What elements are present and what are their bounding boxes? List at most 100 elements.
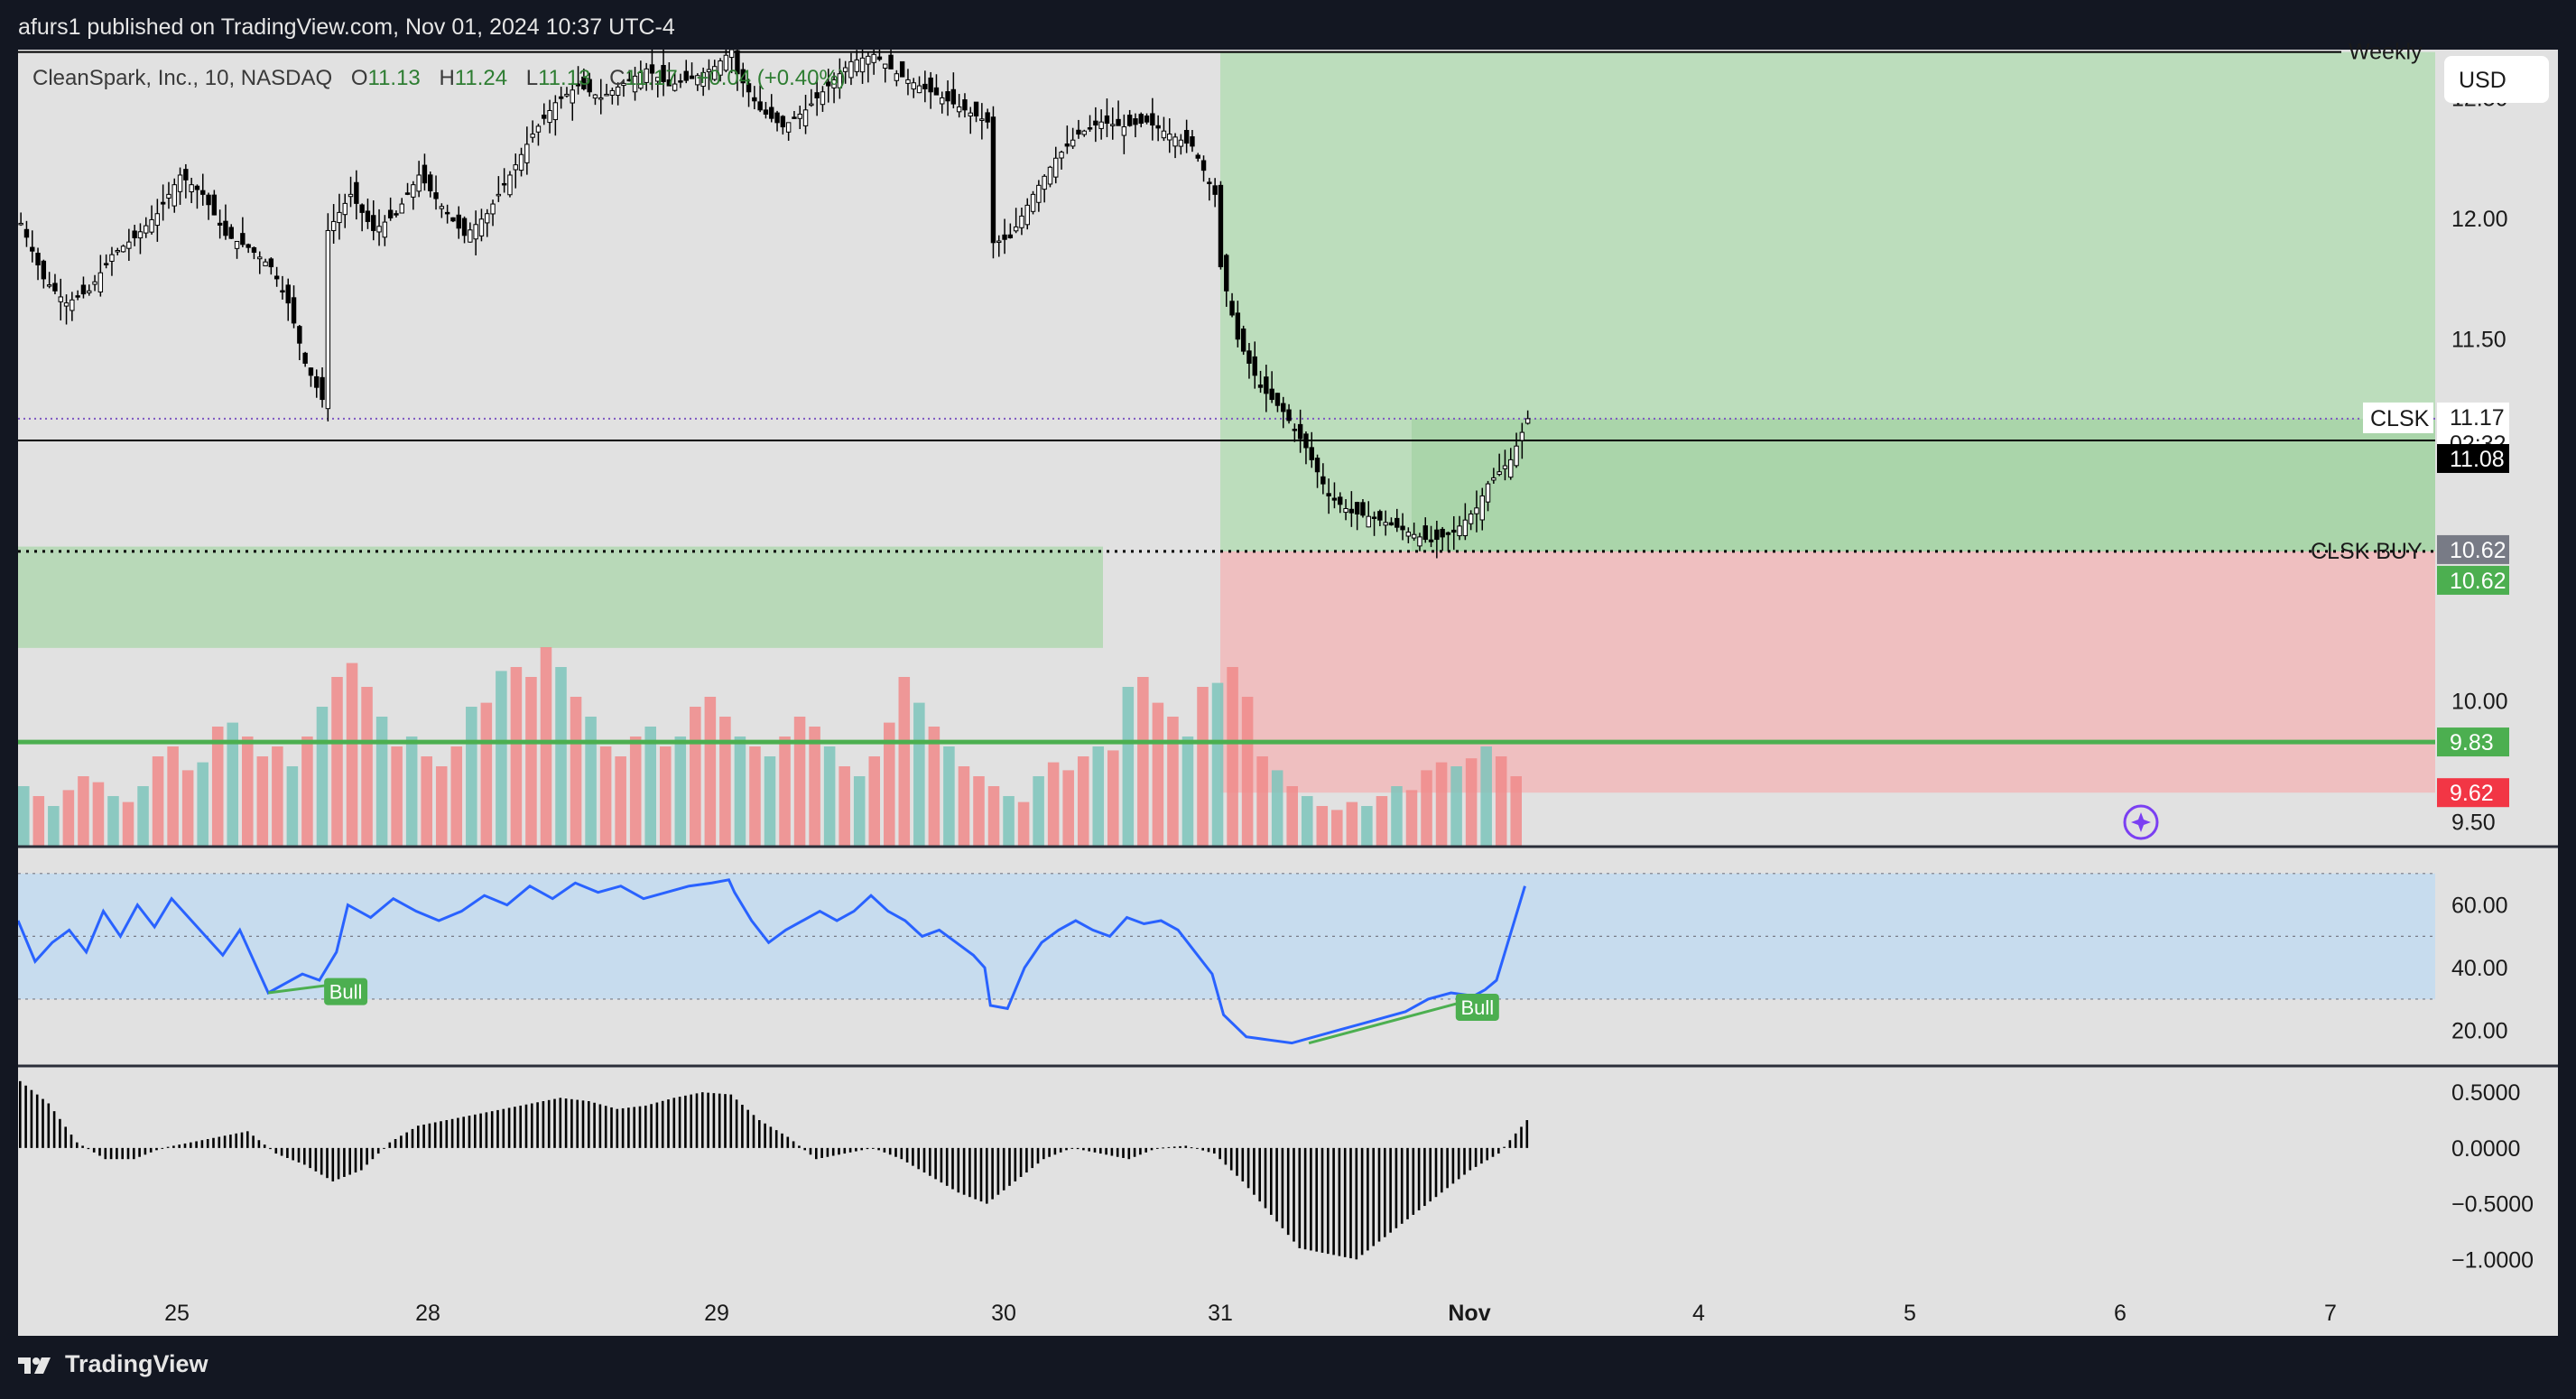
oscillator-bar: [1327, 1147, 1330, 1255]
oscillator-bar: [314, 1147, 318, 1172]
candle-body: [1445, 532, 1451, 535]
oscillator-bar: [1525, 1120, 1529, 1148]
oscillator-bar: [1144, 1147, 1147, 1153]
oscillator-bar: [1497, 1147, 1500, 1154]
oscillator-bar: [883, 1147, 886, 1153]
candle-body: [46, 284, 52, 287]
candle-body: [1002, 234, 1007, 240]
volume-bar: [913, 702, 925, 846]
candle-body: [1274, 393, 1281, 406]
oscillator-bar: [331, 1147, 335, 1181]
volume-bar: [943, 746, 955, 846]
symbol-tag-box: [2363, 402, 2433, 433]
candle-body: [1508, 459, 1514, 478]
position-zones: [18, 51, 2435, 793]
candle-body: [746, 83, 752, 93]
candle-body: [1133, 118, 1138, 125]
price-tick-label: 11.50: [2451, 328, 2507, 353]
candle-body: [518, 153, 524, 171]
candle-body: [1428, 539, 1434, 542]
oscillator-bar: [457, 1117, 459, 1148]
oscillator-bar: [1503, 1146, 1506, 1148]
candle-body: [171, 184, 177, 207]
candle-body: [183, 169, 189, 181]
volume-bar: [346, 662, 358, 846]
candle-body: [1281, 403, 1286, 412]
price-badge-label: 10.62: [2450, 569, 2507, 594]
volume-bar: [958, 766, 970, 846]
candle-body: [871, 53, 876, 63]
volume-bar: [1331, 810, 1343, 846]
volume-bar: [18, 786, 30, 846]
candle-body: [359, 204, 365, 213]
oscillator-bar: [376, 1147, 380, 1154]
sparkle-icon[interactable]: [2123, 804, 2159, 840]
candle-body: [1519, 431, 1525, 441]
candle-body: [297, 326, 302, 344]
volume-bar: [1003, 796, 1015, 846]
candle-body: [1200, 160, 1207, 171]
oscillator-bar: [1281, 1147, 1284, 1228]
candle-body: [92, 281, 97, 285]
time-tick-label: 29: [704, 1301, 729, 1326]
time-axis[interactable]: 25 28 29 30 31 Nov 4 5 6 7: [164, 1301, 2337, 1326]
candle-body: [63, 302, 69, 307]
volume-bar: [122, 801, 134, 846]
candle-body: [18, 222, 23, 226]
oscillator-bar: [360, 1147, 363, 1171]
oscillator-bar: [1133, 1147, 1136, 1157]
oscillator-bar: [1451, 1147, 1455, 1184]
oscillator-bar: [1514, 1133, 1517, 1148]
oscillator-bar: [855, 1147, 857, 1152]
oscillator-bar: [644, 1105, 647, 1148]
oscillator-bar: [348, 1147, 351, 1175]
oscillator-bar: [1207, 1147, 1210, 1153]
candle-body: [69, 299, 75, 311]
volume-bar: [1286, 786, 1298, 846]
candle-body: [1514, 445, 1519, 467]
volume-bar: [1495, 756, 1507, 846]
price-axis[interactable]: 12.5012.0011.5010.009.5011.1702:3211.081…: [2437, 86, 2509, 835]
candle-body: [144, 225, 149, 234]
oscillator-bar: [64, 1126, 67, 1148]
volume-bar: [1211, 682, 1224, 846]
candle-body: [30, 246, 35, 252]
candle-body: [273, 275, 280, 280]
oscillator-bar: [1048, 1147, 1051, 1157]
oscillator-bar: [524, 1104, 528, 1148]
currency-button[interactable]: USD: [2444, 56, 2549, 103]
volume-bar: [599, 746, 612, 846]
oscillator-bar: [1384, 1147, 1386, 1237]
candle-body: [496, 193, 502, 197]
candle-body: [1395, 517, 1400, 528]
candle-body: [87, 290, 92, 293]
oscillator-bar: [223, 1135, 227, 1148]
oscillator-bar: [24, 1085, 27, 1148]
legend-symbol: CleanSpark, Inc., 10, NASDAQ: [32, 66, 332, 90]
candle-body: [1388, 522, 1395, 526]
oscillator-bar: [1491, 1147, 1495, 1157]
oscillator-bar: [559, 1098, 562, 1148]
oscillator-bar: [1036, 1147, 1040, 1164]
volume-bar: [1450, 766, 1462, 846]
candle-body: [268, 258, 274, 268]
candle-body: [797, 113, 802, 119]
oscillator-bar: [388, 1142, 392, 1148]
tradingview-brand[interactable]: TradingView: [18, 1350, 208, 1378]
candle-body: [228, 227, 234, 239]
candle-body: [501, 182, 507, 186]
candle-body: [468, 229, 473, 243]
candle-body: [1081, 130, 1087, 135]
candle-body: [1434, 529, 1440, 541]
oscillator-bar: [1253, 1147, 1256, 1195]
volume-bar: [629, 737, 642, 846]
oscillator-bar: [1298, 1147, 1302, 1248]
oscillator-bar: [655, 1102, 659, 1148]
candle-body: [894, 73, 900, 81]
volume-bar: [421, 756, 432, 846]
oscillator-bar: [42, 1098, 44, 1148]
volume-bar: [256, 756, 269, 846]
oscillator-bar: [81, 1145, 84, 1148]
rsi-series-line: [18, 878, 1526, 1045]
